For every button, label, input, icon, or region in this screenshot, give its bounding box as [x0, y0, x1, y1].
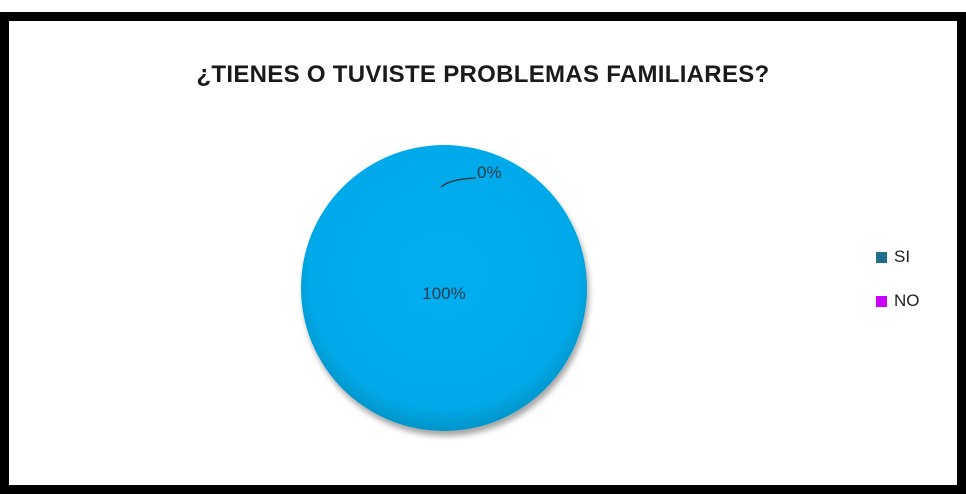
- data-label-si: 100%: [422, 284, 465, 303]
- legend: SI NO: [876, 243, 920, 331]
- pie-slice-si[interactable]: [301, 145, 587, 431]
- legend-swatch-no: [876, 295, 887, 307]
- legend-label-no: NO: [894, 291, 920, 310]
- data-label-no: 0%: [477, 163, 502, 182]
- legend-swatch-si: [876, 251, 887, 263]
- leader-line-no: [440, 177, 477, 188]
- legend-item-no: NO: [876, 287, 920, 315]
- legend-label-si: SI: [894, 247, 911, 266]
- chart-title: ¿TIENES O TUVISTE PROBLEMAS FAMILIARES?: [196, 61, 770, 88]
- legend-item-si: SI: [876, 243, 920, 271]
